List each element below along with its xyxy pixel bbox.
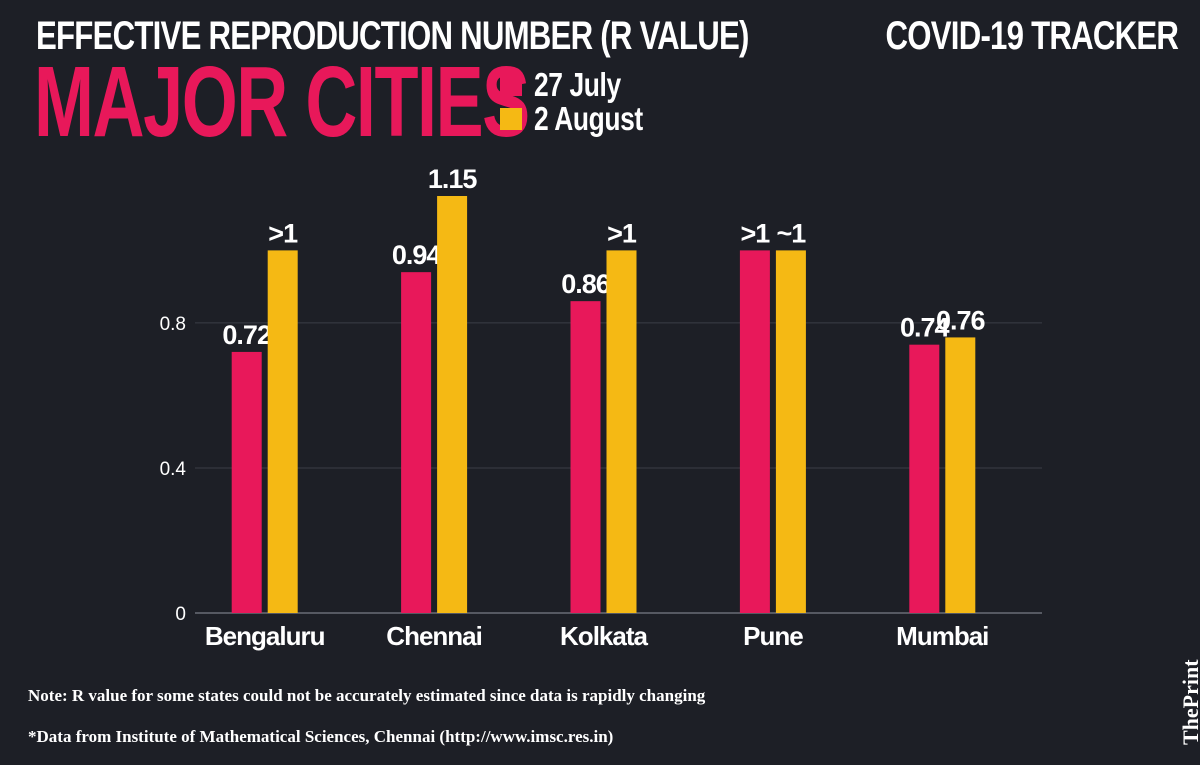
legend: 27 July 2 August	[500, 66, 670, 137]
data-label-pune-27-july: >1	[741, 218, 771, 248]
bar-bengaluru-27-july	[231, 351, 262, 613]
y-tick-label: 0.4	[160, 459, 187, 480]
x-tick-label-kolkata: Kolkata	[560, 621, 648, 651]
data-label-kolkata-2-august: >1	[607, 218, 637, 248]
bar-pune-2-august	[775, 250, 806, 614]
legend-swatch-27-july	[500, 74, 522, 96]
footnote: Note: R value for some states could not …	[28, 686, 706, 705]
chart-subtitle: MAJOR CITIES	[34, 46, 530, 158]
bar-pune-27-july	[739, 250, 770, 614]
legend-label-2-august: 2 August	[534, 100, 643, 137]
bar-bengaluru-2-august	[267, 250, 298, 614]
legend-item-27-july: 27 July	[500, 66, 670, 103]
bar-chennai-2-august	[437, 196, 468, 613]
data-label-chennai-27-july: 0.94	[392, 240, 442, 270]
data-label-kolkata-27-july: 0.86	[561, 269, 611, 299]
bar-kolkata-2-august	[606, 250, 637, 614]
data-label-bengaluru-2-august: >1	[268, 218, 298, 248]
source-note: *Data from Institute of Mathematical Sci…	[28, 727, 614, 746]
y-tick-label: 0.8	[160, 314, 186, 335]
bar-kolkata-27-july	[570, 301, 601, 613]
legend-item-2-august: 2 August	[500, 100, 670, 137]
chart-headline: EFFECTIVE REPRODUCTION NUMBER (R VALUE)	[36, 14, 749, 58]
data-label-mumbai-2-august: 0.76	[936, 305, 986, 335]
bar-mumbai-27-july	[909, 344, 940, 613]
brand-logo: ThePrint	[1178, 659, 1200, 745]
data-label-mumbai-27-july: 0.74	[900, 313, 950, 343]
y-tick-label: 0	[175, 604, 186, 625]
data-label-pune-2-august: ~1	[777, 218, 807, 248]
legend-swatch-2-august	[500, 108, 522, 130]
data-label-chennai-2-august: 1.15	[428, 164, 478, 194]
x-tick-label-pune: Pune	[743, 621, 803, 651]
x-tick-label-chennai: Chennai	[386, 621, 482, 651]
tracker-label: COVID-19 TRACKER	[885, 14, 1178, 58]
data-label-bengaluru-27-july: 0.72	[222, 320, 271, 350]
legend-label-27-july: 27 July	[534, 66, 621, 103]
x-tick-label-mumbai: Mumbai	[896, 621, 988, 651]
bar-mumbai-2-august	[945, 337, 976, 613]
bar-chennai-27-july	[401, 272, 432, 613]
x-tick-label-bengaluru: Bengaluru	[205, 621, 325, 651]
